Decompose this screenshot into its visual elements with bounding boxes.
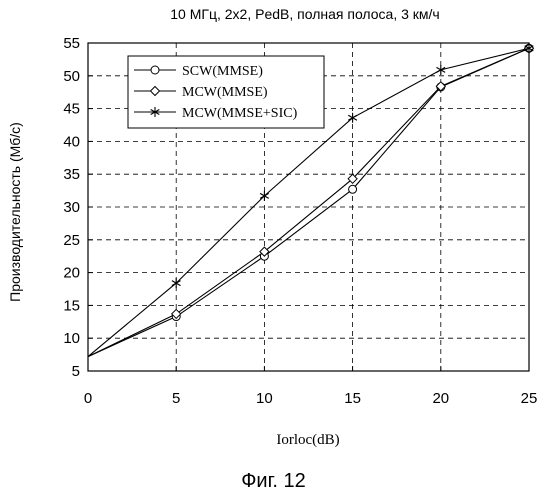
legend-marker-0 <box>151 66 159 74</box>
x-tick-label-2: 10 <box>256 390 273 407</box>
figure-caption: Фиг. 12 <box>0 470 547 493</box>
x-axis-label: Iorloc(dB) <box>276 432 339 448</box>
y-tick-label-10: 55 <box>63 35 80 52</box>
series-2-point-4 <box>436 65 445 75</box>
y-tick-label-5: 30 <box>63 199 80 216</box>
legend: SCW(MMSE) MCW(MMSE) MCW(MMSE+SIC) <box>128 56 324 128</box>
y-axis-label: Производительность (Мб/с) <box>7 122 23 302</box>
y-tick-label-8: 45 <box>63 101 80 118</box>
y-tick-label-3: 20 <box>63 265 80 282</box>
x-tick-label-5: 25 <box>521 390 538 407</box>
y-tick-label-1: 10 <box>63 330 80 347</box>
y-tick-label-0: 5 <box>72 363 80 380</box>
series-2-point-3 <box>348 113 357 123</box>
chart-title: 10 МГц, 2x2, PedB, полная полоса, 3 км/ч <box>170 6 439 22</box>
legend-label-1: MCW(MMSE) <box>182 85 268 100</box>
y-tick-label-2: 15 <box>63 297 80 314</box>
x-tick-label-4: 20 <box>432 390 449 407</box>
x-tick-label-0: 0 <box>84 390 92 407</box>
series-0-point-3 <box>349 185 357 193</box>
y-tick-label-4: 25 <box>63 232 80 249</box>
legend-label-2: MCW(MMSE+SIC) <box>182 106 298 121</box>
y-tick-label-9: 50 <box>63 68 80 85</box>
y-tick-label-6: 35 <box>63 166 80 183</box>
y-tick-label-7: 40 <box>63 133 80 150</box>
x-tick-label-3: 15 <box>344 390 361 407</box>
legend-label-0: SCW(MMSE) <box>182 64 263 79</box>
x-tick-label-1: 5 <box>172 390 180 407</box>
